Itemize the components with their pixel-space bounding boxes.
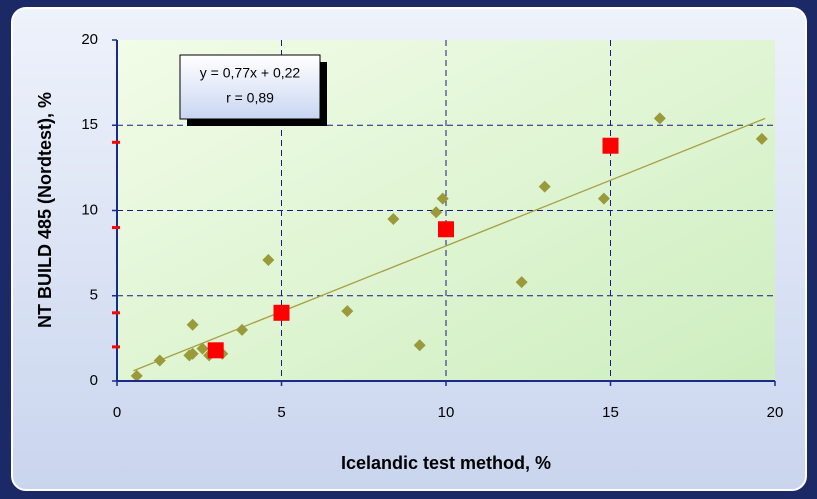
correlation: r = 0,89 xyxy=(226,90,274,106)
marks xyxy=(130,112,768,382)
diamond-point xyxy=(262,253,275,266)
y-axis-title: NT BUILD 485 (Nordtest), % xyxy=(35,92,55,328)
diamond-point xyxy=(755,132,768,145)
diamond-point xyxy=(236,323,249,336)
x-tick-label: 20 xyxy=(767,404,784,421)
square-point xyxy=(602,137,619,154)
diamond-point xyxy=(186,318,199,331)
grid xyxy=(117,40,775,381)
diamond-point xyxy=(186,347,199,360)
y-tick-label: 15 xyxy=(81,116,98,133)
diamond-point xyxy=(653,112,666,125)
diamond-point xyxy=(387,213,400,226)
diamond-point xyxy=(436,192,449,205)
diamond-point xyxy=(430,206,443,219)
y-tick-label: 5 xyxy=(90,287,98,304)
y-tick-label: 20 xyxy=(81,31,98,48)
diamond-point xyxy=(515,276,528,289)
axes: 0 5 10 15 20 0 5 10 15 20 xyxy=(81,31,783,421)
y-tick-label: 0 xyxy=(90,372,98,389)
x-tick-label: 10 xyxy=(438,404,455,421)
diamond-point xyxy=(130,369,143,382)
square-point xyxy=(438,221,454,238)
annotation-box xyxy=(179,54,321,120)
y-tick-label: 10 xyxy=(81,201,98,218)
equation: y = 0,77x + 0,22 xyxy=(200,65,301,81)
diamond-point xyxy=(597,192,610,205)
diamond-point xyxy=(538,180,551,193)
diamond-point xyxy=(196,342,209,355)
diamond-point xyxy=(413,339,426,352)
square-point xyxy=(273,304,290,321)
diamond-point xyxy=(153,354,166,367)
diamond-point xyxy=(341,305,354,318)
x-tick-label: 5 xyxy=(277,404,285,421)
square-point xyxy=(207,342,224,359)
x-axis-title: Icelandic test method, % xyxy=(341,453,551,473)
x-tick-label: 15 xyxy=(602,404,619,421)
x-tick-label: 0 xyxy=(113,404,121,421)
